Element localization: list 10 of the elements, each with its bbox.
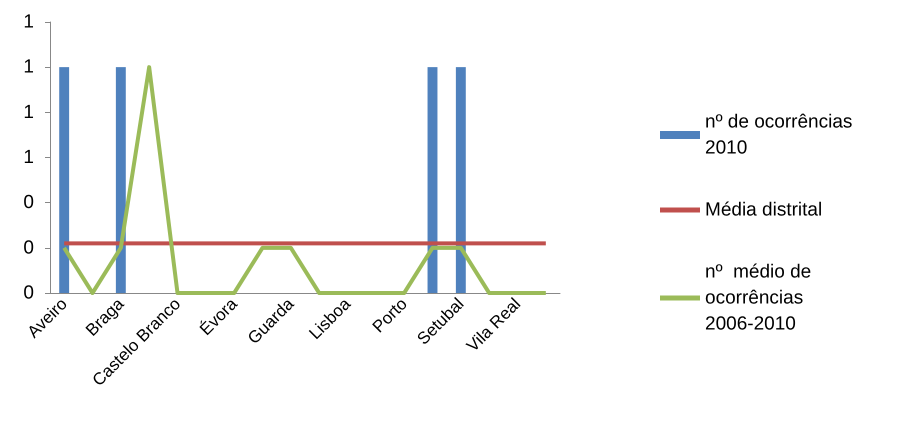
y-tick-label: 1 [23,102,34,123]
y-tick-label: 1 [23,56,34,78]
legend-label: nº médio de ocorrências 2006-2010 [705,262,817,334]
y-tick-label: 0 [23,237,34,258]
legend-label: Média distrital [705,200,822,220]
legend-label: nº de ocorrências 2010 [705,112,858,158]
y-tick-label: 1 [23,147,34,168]
y-tick-label: 0 [23,192,34,214]
y-tick-label: 1 [23,12,34,32]
y-tick-label: 0 [23,282,34,304]
